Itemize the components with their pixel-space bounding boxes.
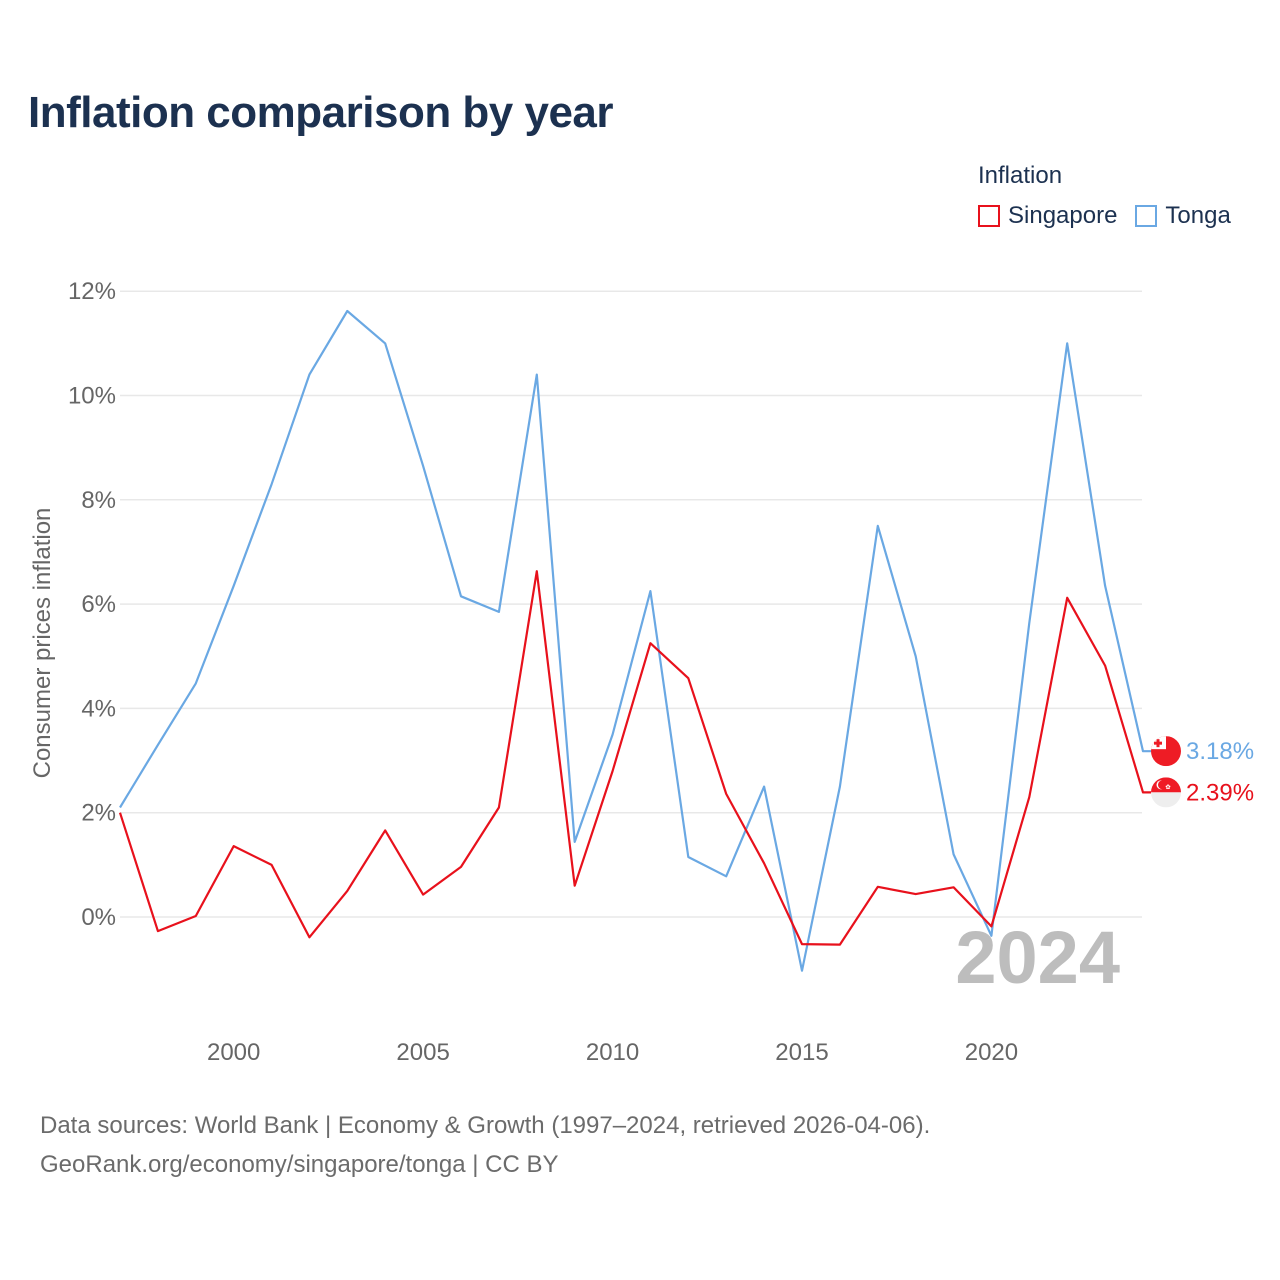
y-axis-label: Consumer prices inflation bbox=[29, 508, 56, 779]
y-tick-label: 10% bbox=[68, 383, 116, 410]
legend-title: Inflation bbox=[978, 162, 1063, 189]
tonga-flag-icon bbox=[1151, 736, 1181, 767]
legend-label-singapore: Singapore bbox=[1008, 202, 1118, 229]
x-tick-label: 2005 bbox=[396, 1039, 449, 1066]
legend-item-singapore[interactable]: Singapore bbox=[978, 202, 1117, 230]
legend-swatch-tonga bbox=[1135, 205, 1158, 227]
x-tick-label: 2000 bbox=[207, 1039, 260, 1066]
x-tick-label: 2015 bbox=[775, 1039, 828, 1066]
legend-item-tonga[interactable]: Tonga bbox=[1135, 202, 1231, 230]
x-tick-label: 2010 bbox=[586, 1039, 639, 1066]
footer: Data sources: World Bank | Economy & Gro… bbox=[40, 1106, 930, 1184]
year-watermark: 2024 bbox=[955, 916, 1120, 999]
series-line-tonga bbox=[119, 309, 1151, 972]
y-tick-label: 0% bbox=[81, 904, 116, 931]
y-tick-label: 4% bbox=[81, 695, 116, 722]
legend-label-tonga: Tonga bbox=[1165, 202, 1231, 229]
legend-swatch-singapore bbox=[978, 205, 1000, 227]
y-tick-label: 12% bbox=[68, 278, 116, 305]
singapore-flag-icon bbox=[1151, 777, 1181, 808]
y-tick-label: 6% bbox=[81, 591, 116, 618]
data-source-text: Data sources: World Bank | Economy & Gro… bbox=[40, 1112, 931, 1139]
end-value-label-singapore: 2.39% bbox=[1186, 779, 1254, 806]
y-tick-label: 8% bbox=[81, 487, 116, 514]
attribution-link[interactable]: GeoRank.org/economy/singapore/tonga | CC… bbox=[40, 1151, 559, 1178]
series-line-singapore bbox=[118, 570, 1151, 946]
legend: Inflation Singapore Tonga bbox=[978, 162, 1249, 230]
chart-title: Inflation comparison by year bbox=[28, 88, 614, 137]
y-tick-label: 2% bbox=[81, 800, 116, 827]
end-value-label-tonga: 3.18% bbox=[1186, 738, 1254, 765]
x-tick-label: 2020 bbox=[965, 1039, 1018, 1066]
